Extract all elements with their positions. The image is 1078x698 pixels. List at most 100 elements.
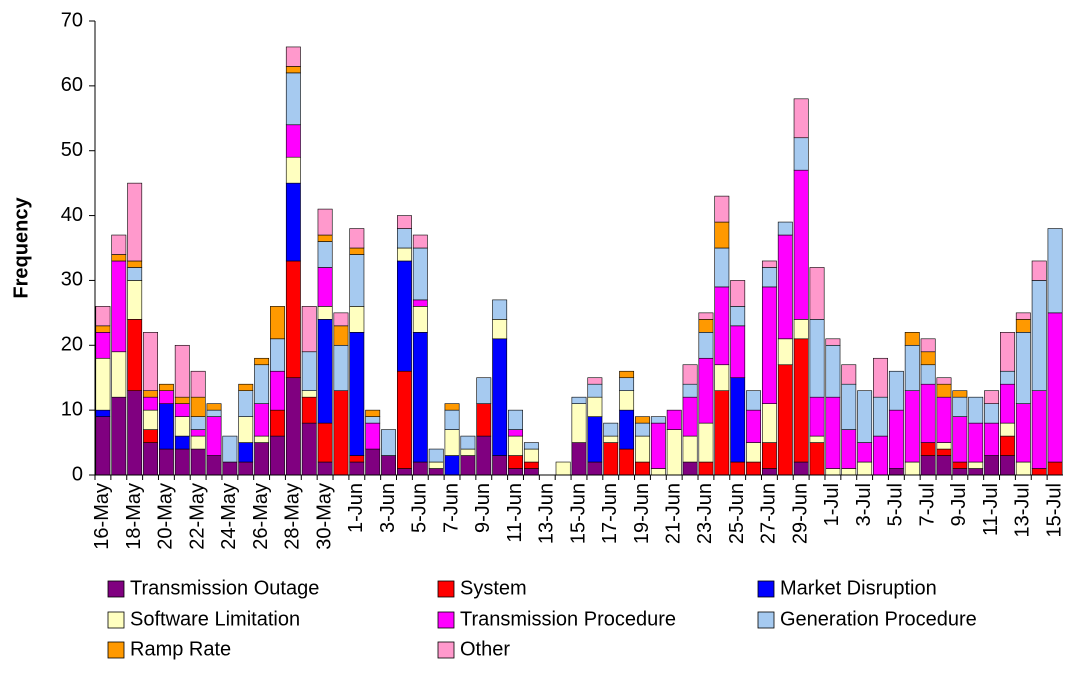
bar-segment bbox=[412, 461, 428, 476]
bar-segment bbox=[1047, 461, 1063, 476]
bar-segment bbox=[698, 319, 714, 333]
legend-swatch bbox=[107, 611, 125, 629]
bar-segment bbox=[1015, 312, 1031, 320]
x-tick-label: 5-Jul bbox=[885, 483, 907, 526]
bar-segment bbox=[587, 396, 603, 417]
x-tick-label: 3-Jul bbox=[853, 483, 875, 526]
bar-segment bbox=[238, 416, 254, 443]
bar-segment bbox=[904, 390, 920, 463]
y-axis-label: Frequency bbox=[10, 197, 32, 299]
legend-label: Transmission Procedure bbox=[460, 608, 676, 630]
bar-segment bbox=[492, 319, 508, 340]
bar-segment bbox=[873, 396, 888, 437]
bar-segment bbox=[349, 306, 365, 333]
bar-segment bbox=[127, 280, 143, 320]
bar-segment bbox=[603, 442, 619, 476]
y-tick-label: 40 bbox=[61, 204, 83, 226]
bar-segment bbox=[222, 461, 238, 476]
x-tick-label: 24-May bbox=[218, 483, 240, 550]
bar-segment bbox=[111, 254, 127, 262]
bar-segment bbox=[174, 344, 190, 398]
x-tick-label: 13-Jun bbox=[536, 483, 558, 544]
bar-segment bbox=[873, 357, 888, 398]
x-tick-label: 23-Jun bbox=[694, 483, 716, 544]
bar-segment bbox=[285, 66, 301, 74]
bar-segment bbox=[508, 455, 523, 469]
bar-segment bbox=[476, 435, 492, 476]
x-tick-label: 9-Jun bbox=[472, 483, 494, 533]
bar-segment bbox=[777, 364, 793, 476]
bar-segment bbox=[301, 306, 317, 353]
bar-segment bbox=[714, 195, 730, 223]
bar-segment bbox=[111, 396, 127, 476]
bar-segment bbox=[984, 403, 1000, 424]
bar-segment bbox=[714, 390, 730, 476]
bar-segment bbox=[952, 416, 968, 463]
bar-segment bbox=[730, 325, 746, 379]
bar-segment bbox=[174, 396, 190, 404]
bar-segment bbox=[904, 461, 920, 476]
bar-segment bbox=[952, 396, 968, 417]
y-tick-label: 60 bbox=[61, 74, 83, 96]
y-tick-label: 30 bbox=[61, 269, 83, 291]
bar-segment bbox=[1015, 461, 1031, 476]
bar-segment bbox=[825, 338, 841, 346]
bar-segment bbox=[746, 442, 761, 463]
bar-segment bbox=[508, 429, 523, 437]
bar-segment bbox=[381, 429, 397, 456]
bar-segment bbox=[587, 461, 603, 476]
bar-segment bbox=[920, 442, 936, 456]
bar-segment bbox=[730, 461, 746, 476]
bar-segment bbox=[841, 468, 857, 476]
bar-segment bbox=[349, 247, 365, 255]
bar-segment bbox=[508, 435, 523, 456]
bar-segment bbox=[968, 468, 984, 476]
x-tick-label: 5-Jun bbox=[409, 483, 431, 533]
bar-segment bbox=[682, 461, 698, 476]
bar-segment bbox=[476, 403, 492, 437]
bar-segment bbox=[809, 396, 825, 437]
bar-segment bbox=[603, 422, 619, 437]
x-tick-label: 27-Jun bbox=[758, 483, 780, 544]
bar-segment bbox=[412, 306, 428, 333]
bar-segment bbox=[95, 357, 111, 411]
bar-segment bbox=[1031, 260, 1047, 281]
legend-swatch bbox=[107, 641, 125, 659]
bar-segment bbox=[460, 435, 476, 450]
bar-segment bbox=[809, 442, 825, 476]
bar-segment bbox=[349, 332, 365, 456]
bar-segment bbox=[825, 396, 841, 469]
bar-segment bbox=[238, 383, 254, 391]
bar-segment bbox=[254, 442, 270, 476]
bar-segment bbox=[698, 357, 714, 424]
bar-segment bbox=[190, 429, 206, 437]
bar-segment bbox=[825, 344, 841, 398]
bar-segment bbox=[666, 409, 682, 430]
bar-segment bbox=[238, 390, 254, 417]
x-tick-label: 3-Jun bbox=[377, 483, 399, 533]
bar-segment bbox=[841, 429, 857, 469]
bar-segment bbox=[523, 461, 539, 469]
bar-segment bbox=[301, 422, 317, 476]
bar-segment bbox=[888, 468, 904, 476]
bar-segment bbox=[682, 364, 698, 385]
bar-segment bbox=[95, 416, 111, 476]
bar-segment bbox=[888, 409, 904, 469]
bar-segment bbox=[301, 351, 317, 391]
bar-segment bbox=[682, 396, 698, 437]
bar-segment bbox=[920, 351, 936, 366]
bar-segment bbox=[761, 260, 777, 268]
bar-segment bbox=[587, 383, 603, 398]
bar-segment bbox=[650, 422, 666, 469]
bar-segment bbox=[809, 267, 825, 320]
bar-segment bbox=[111, 234, 127, 255]
bar-segment bbox=[428, 468, 444, 476]
bar-segment bbox=[1031, 280, 1047, 391]
bar-segment bbox=[968, 422, 984, 463]
bar-segment bbox=[936, 377, 952, 385]
bar-segment bbox=[571, 442, 587, 476]
bar-segment bbox=[285, 156, 301, 184]
bar-segment bbox=[397, 247, 412, 262]
x-tick-label: 11-Jul bbox=[980, 483, 1002, 536]
